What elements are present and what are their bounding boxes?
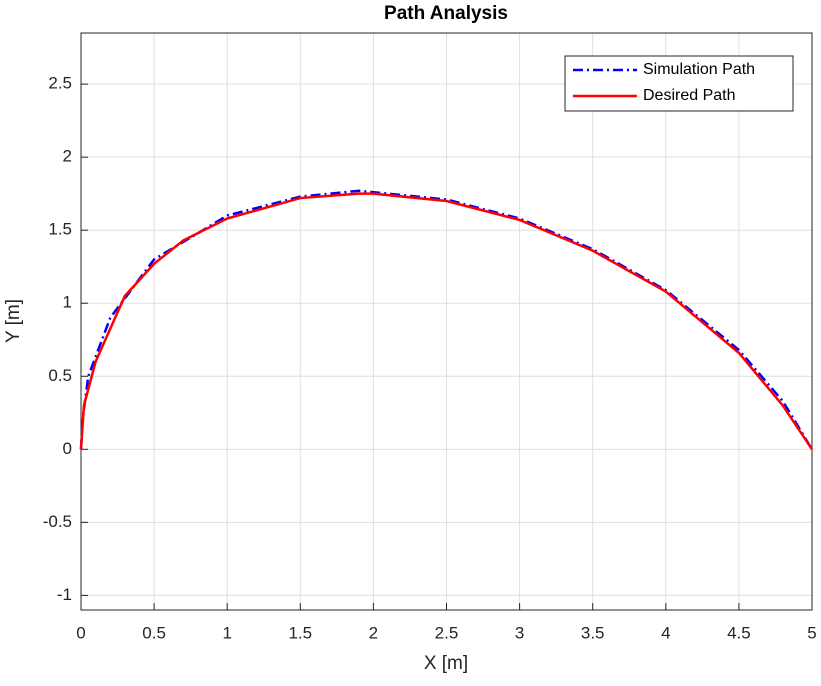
x-tick-label: 4.5	[727, 623, 751, 642]
y-tick-label: 0.5	[48, 366, 72, 385]
y-tick-label: 1	[63, 293, 72, 312]
x-tick-label: 5	[807, 623, 816, 642]
y-tick-label: 2.5	[48, 74, 72, 93]
x-tick-label: 0.5	[142, 623, 166, 642]
x-tick-label: 4	[661, 623, 670, 642]
y-tick-label: 0	[63, 439, 72, 458]
y-tick-label: -1	[57, 585, 72, 604]
y-tick-label: 2	[63, 147, 72, 166]
line	[79, 189, 814, 450]
x-tick-label: 3.5	[581, 623, 605, 642]
line	[79, 192, 814, 451]
x-tick-label: 1	[222, 623, 231, 642]
legend-label: Simulation Path	[643, 61, 755, 78]
x-axis-label: X [m]	[424, 653, 468, 674]
x-tick-label: 3	[515, 623, 524, 642]
x-tick-label: 0	[76, 623, 85, 642]
legend-box	[564, 55, 794, 112]
x-tick-label: 1.5	[288, 623, 312, 642]
chart-title: Path Analysis	[384, 3, 508, 24]
legend-label: Desired Path	[643, 87, 736, 104]
y-tick-label: -0.5	[43, 512, 72, 531]
x-tick-label: 2.5	[435, 623, 459, 642]
y-tick-label: 1.5	[48, 220, 72, 239]
axes-box	[80, 32, 813, 611]
y-axis-label: Y [m]	[3, 299, 24, 343]
x-tick-label: 2	[369, 623, 378, 642]
